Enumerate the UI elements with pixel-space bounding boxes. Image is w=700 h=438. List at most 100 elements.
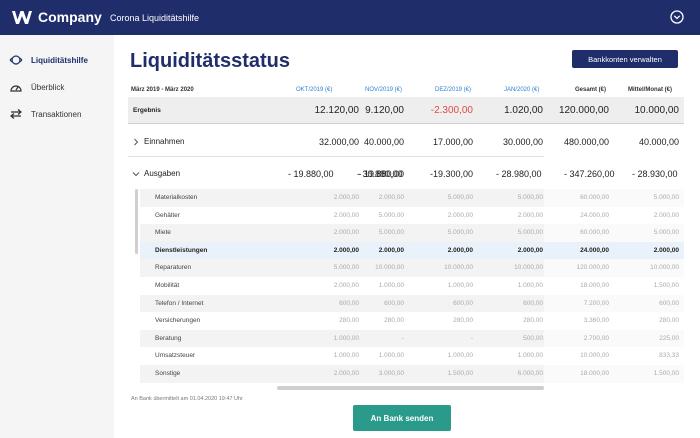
table-cell: 120.000,00 bbox=[576, 264, 609, 272]
sidebar-item-transaktionen[interactable]: Transaktionen bbox=[9, 104, 81, 124]
table-cell: 10.000,00 bbox=[650, 264, 679, 272]
table-cell: 2.000,00 bbox=[517, 211, 543, 219]
chevron-down-icon[interactable] bbox=[670, 10, 684, 24]
app-title: Corona Liquiditätshilfe bbox=[110, 13, 200, 23]
period-label: März 2019 - März 2020 bbox=[131, 87, 194, 93]
table-cell: 600,00 bbox=[453, 299, 473, 307]
table-cell: 6.000,00 bbox=[517, 370, 543, 377]
table-cell: 2.000,00 bbox=[447, 246, 473, 254]
table-cell: 1.000,00 bbox=[517, 352, 543, 360]
table-cell: 5.000,00 bbox=[517, 229, 543, 237]
table-row bbox=[140, 294, 544, 313]
table-cell: 60.000,00 bbox=[580, 229, 609, 237]
table-cell: 500,00 bbox=[523, 334, 543, 342]
table-cell: 1.000,00 bbox=[333, 334, 359, 342]
table-cell: - 28.930,00 bbox=[632, 169, 678, 179]
table-cell: 600,00 bbox=[339, 299, 359, 307]
table-cell: 2.700,00 bbox=[583, 334, 609, 342]
table-cell: 17.000,00 bbox=[432, 137, 473, 147]
table-row-ergebnis-extension bbox=[544, 97, 684, 124]
row-label: Gehälter bbox=[155, 211, 180, 219]
table-cell: 1.000,00 bbox=[447, 352, 473, 360]
table-cell: 10.000,00 bbox=[514, 264, 543, 272]
sidebar: Liquiditätshilfe Überblick Transaktionen bbox=[0, 35, 114, 438]
table-cell: 120.000,00 bbox=[558, 105, 609, 116]
table-cell: -19.300,00 bbox=[430, 169, 474, 179]
table-row bbox=[140, 365, 544, 383]
table-cell: 2.000,00 bbox=[653, 246, 679, 254]
table-row bbox=[140, 329, 544, 348]
table-cell: 2.000,00 bbox=[333, 194, 359, 201]
table-row-ergebnis bbox=[128, 97, 544, 124]
page-title: Liquiditätsstatus bbox=[130, 50, 291, 72]
table-row-extension bbox=[544, 189, 684, 207]
row-label: Umsatzsteuer bbox=[155, 352, 196, 360]
table-cell: 280,00 bbox=[339, 317, 359, 325]
table-cell: 600,00 bbox=[384, 299, 404, 307]
column-header: DEZ/2019 (€) bbox=[435, 87, 472, 93]
table-cell: 24.000,00 bbox=[580, 246, 609, 254]
horizontal-scrollbar[interactable] bbox=[277, 386, 544, 390]
row-label: Beratung bbox=[155, 334, 182, 342]
column-header: OKT/2019 (€) bbox=[296, 87, 333, 93]
table-cell: 1.500,00 bbox=[653, 282, 679, 289]
sidebar-item-label: Liquiditätshilfe bbox=[31, 55, 88, 65]
table-row-extension bbox=[544, 365, 684, 383]
table-cell: 9.120,00 bbox=[365, 105, 404, 116]
table-cell: 10.000,00 bbox=[634, 105, 680, 116]
row-label: Ergebnis bbox=[133, 107, 161, 114]
table-cell: 18.000,00 bbox=[580, 370, 609, 377]
table-cell: 833,33 bbox=[659, 352, 679, 360]
chevron-right-icon[interactable] bbox=[133, 138, 139, 146]
table-cell: 225,00 bbox=[659, 334, 679, 342]
table-cell: 12.120,00 bbox=[314, 105, 360, 116]
table-cell: 480.000,00 bbox=[563, 137, 609, 147]
liquidity-icon bbox=[9, 54, 23, 66]
table-cell: 5.000,00 bbox=[447, 229, 473, 237]
table-cell: 1.500,00 bbox=[653, 370, 679, 377]
manage-bank-accounts-button[interactable]: Bankkonten verwalten bbox=[572, 50, 678, 68]
table-cell: 5.000,00 bbox=[447, 194, 473, 201]
table-cell: 2.000,00 bbox=[378, 194, 404, 201]
table-cell: 2.000,00 bbox=[517, 246, 543, 254]
row-label: Telefon / Internet bbox=[155, 299, 204, 307]
table-cell: 24.000,00 bbox=[580, 211, 609, 219]
table-cell: 7.200,00 bbox=[583, 299, 609, 307]
table-row-ausgaben[interactable] bbox=[128, 159, 544, 189]
sidebar-item-ueberblick[interactable]: Überblick bbox=[9, 77, 64, 97]
row-label: Versicherungen bbox=[155, 317, 201, 325]
row-label: Ausgaben bbox=[144, 169, 181, 178]
company-logo-icon bbox=[12, 11, 32, 24]
table-cell: 2.000,00 bbox=[333, 246, 359, 254]
send-to-bank-button[interactable]: An Bank senden bbox=[353, 405, 451, 431]
table-cell: - 28.980,00 bbox=[496, 169, 542, 179]
table-row-extension bbox=[544, 224, 684, 242]
table-cell: - 30.880,00 bbox=[357, 169, 403, 179]
column-header: Gesamt (€) bbox=[575, 87, 607, 93]
table-cell: 2.000,00 bbox=[447, 211, 473, 219]
table-cell: 280,00 bbox=[523, 317, 543, 325]
table-cell-negative: -2.300,00 bbox=[430, 105, 473, 116]
table-cell: 5.000,00 bbox=[378, 211, 404, 219]
table-cell: 1.000,00 bbox=[447, 282, 473, 289]
table-cell: - 347.260,00 bbox=[564, 169, 615, 179]
table-row-einnahmen[interactable] bbox=[128, 127, 544, 157]
chevron-down-icon[interactable] bbox=[132, 171, 140, 177]
table-cell: 3.360,00 bbox=[583, 317, 609, 325]
row-label: Dienstleistungen bbox=[155, 246, 208, 254]
table-cell: 1.500,00 bbox=[447, 370, 473, 377]
table-cell: 30.000,00 bbox=[502, 137, 543, 147]
table-cell: 10.000,00 bbox=[375, 264, 404, 272]
sidebar-item-liquiditaetshilfe[interactable]: Liquiditätshilfe bbox=[9, 50, 88, 70]
table-cell: 10.000,00 bbox=[580, 352, 609, 360]
column-header: Mittel/Monat (€) bbox=[628, 87, 672, 93]
table-cell: 5.000,00 bbox=[333, 264, 359, 272]
sidebar-item-label: Überblick bbox=[31, 82, 65, 92]
table-row bbox=[140, 189, 544, 207]
table-cell: 2.000,00 bbox=[333, 370, 359, 377]
table-cell: 40.000,00 bbox=[363, 137, 404, 147]
table-cell: 280,00 bbox=[453, 317, 473, 325]
vertical-scrollbar[interactable] bbox=[135, 189, 138, 254]
table-row bbox=[140, 259, 544, 277]
table-cell: 5.000,00 bbox=[653, 229, 679, 237]
